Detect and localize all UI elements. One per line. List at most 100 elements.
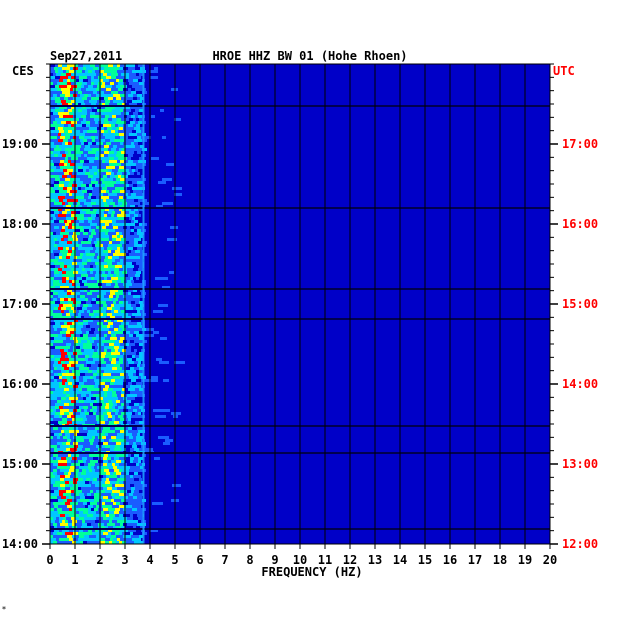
spectrogram-cell	[72, 370, 76, 373]
spectrogram-cell	[119, 358, 123, 361]
spectrogram-cell	[93, 85, 97, 88]
spectrogram-cell	[118, 130, 123, 133]
spectrogram-cell	[63, 517, 66, 520]
spectrogram-cell	[106, 142, 111, 145]
spectrogram-cell	[100, 388, 103, 391]
spectrogram-cell	[76, 136, 79, 139]
spectrogram-cell	[50, 484, 53, 487]
spectrogram-cell	[53, 457, 56, 460]
left-time-label: 15:00	[2, 457, 38, 471]
spectrogram-cell	[93, 133, 96, 136]
spectrogram-cell	[88, 337, 92, 340]
spectrogram-cell	[120, 313, 125, 316]
spectrogram-cell	[71, 274, 75, 277]
spectrogram-cell	[92, 430, 97, 433]
spectrogram-cell	[127, 523, 132, 526]
spectrogram-cell	[128, 301, 131, 304]
spectrogram-cell	[101, 346, 104, 349]
spectrogram-cell	[101, 208, 105, 211]
spectrogram-cell	[64, 472, 68, 475]
spectrogram-cell	[50, 403, 55, 406]
spectrogram-cell	[112, 190, 115, 193]
spectrogram-cell	[103, 517, 107, 520]
spectrogram-cell	[104, 178, 108, 181]
spectrogram-cell	[102, 385, 105, 388]
spectrogram-cell	[60, 109, 64, 112]
spectrogram-cell	[66, 391, 69, 394]
spectrogram-cell	[62, 223, 65, 226]
spectrogram-cell	[67, 187, 72, 190]
spectrogram-cell	[104, 343, 109, 346]
spectrogram-cell	[76, 541, 80, 544]
spectrogram-cell	[121, 310, 125, 313]
spectrogram-cell	[71, 175, 76, 178]
spectrogram-cell	[59, 415, 62, 418]
spectrogram-cell	[135, 412, 138, 415]
spectrogram-cell	[122, 265, 126, 268]
spectrogram-cell	[61, 400, 64, 403]
spectrogram-cell	[53, 325, 57, 328]
spectrogram-cell	[134, 472, 138, 475]
spectrogram-cell	[60, 358, 65, 361]
spectrogram-cell	[66, 340, 70, 343]
spectrogram-cell	[116, 442, 121, 445]
spectrogram-cell	[57, 124, 60, 127]
spectrogram-cell	[57, 466, 61, 469]
spectrogram-cell	[66, 193, 69, 196]
spectrogram-cell	[95, 250, 99, 253]
spectrogram-cell	[92, 481, 97, 484]
spectrogram-cell	[105, 433, 108, 436]
spectrogram-cell	[99, 292, 103, 295]
spectrogram-cell	[78, 112, 82, 115]
spectrogram-cell	[119, 361, 123, 364]
x-tick-label: 1	[71, 553, 78, 567]
spectrogram-cell	[69, 478, 73, 481]
spectrogram-cell	[133, 190, 138, 193]
spectrogram-cell	[76, 436, 79, 439]
spectrogram-cell	[77, 499, 80, 502]
spectrogram-cell	[109, 541, 112, 544]
spectrogram-cell	[63, 439, 67, 442]
spectrogram-cell	[101, 85, 105, 88]
spectrogram-cell	[82, 271, 87, 274]
spectrogram-cell	[82, 280, 87, 283]
spectrogram-cell	[99, 64, 104, 67]
spectrogram-cell	[77, 196, 81, 199]
spectrogram-cell	[68, 238, 73, 241]
spectrogram-cell	[63, 139, 68, 142]
spectrogram-cell	[102, 520, 106, 523]
spectrogram-cell	[58, 100, 61, 103]
spectrogram-cell	[116, 529, 120, 532]
spectrogram-cell	[83, 286, 88, 289]
spectrogram-cell	[101, 112, 105, 115]
spectrogram-cell	[112, 406, 115, 409]
spectrogram-cell	[55, 412, 60, 415]
spectrogram-cell	[86, 88, 89, 91]
spectrogram-cell	[118, 175, 121, 178]
spectrogram-cell	[118, 211, 121, 214]
spectrogram-cell	[137, 313, 141, 316]
spectrogram-cell	[159, 361, 169, 364]
spectrogram-cell	[85, 373, 89, 376]
spectrogram-cell	[135, 211, 139, 214]
spectrogram-cell	[80, 421, 85, 424]
spectrogram-cell	[88, 214, 91, 217]
spectrogram-cell	[92, 343, 97, 346]
spectrogram-cell	[50, 169, 54, 172]
spectrogram-cell	[126, 106, 130, 109]
spectrogram-cell	[53, 280, 56, 283]
spectrogram-cell	[70, 373, 75, 376]
spectrogram-cell	[50, 289, 54, 292]
spectrogram-cell	[114, 286, 119, 289]
spectrogram-cell	[92, 355, 97, 358]
spectrogram-cell	[74, 220, 79, 223]
spectrogram-cell	[75, 64, 78, 67]
spectrogram-cell	[60, 412, 64, 415]
spectrogram-cell	[90, 121, 95, 124]
spectrogram-cell	[108, 256, 112, 259]
spectrogram-cell	[117, 448, 121, 451]
spectrogram-cell	[130, 277, 133, 280]
spectrogram-cell	[112, 67, 116, 70]
spectrogram-cell	[62, 268, 66, 271]
